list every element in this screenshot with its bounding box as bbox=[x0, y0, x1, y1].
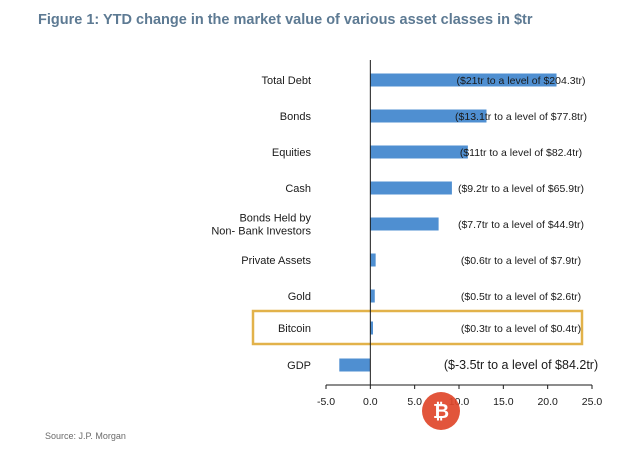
category-label: Gold bbox=[288, 291, 311, 303]
data-label: ($21tr to a level of $204.3tr) bbox=[457, 75, 586, 87]
bar bbox=[370, 289, 375, 303]
category-label: Private Assets bbox=[241, 255, 311, 267]
bar bbox=[370, 253, 376, 267]
source-note: Source: J.P. Morgan bbox=[45, 431, 126, 441]
x-tick-label: 15.0 bbox=[493, 396, 514, 408]
data-label: ($11tr to a level of $82.4tr) bbox=[460, 147, 582, 159]
bar bbox=[370, 217, 439, 231]
data-label: ($0.6tr to a level of $7.9tr) bbox=[461, 255, 581, 267]
category-label: Bonds bbox=[280, 111, 312, 123]
x-tick-label: 20.0 bbox=[537, 396, 558, 408]
category-label: Cash bbox=[285, 183, 311, 195]
bitcoin-highlight-box bbox=[251, 309, 584, 346]
data-label: ($0.3tr to a level of $0.4tr) bbox=[461, 323, 581, 335]
data-label: ($7.7tr to a level of $44.9tr) bbox=[458, 219, 584, 231]
bar bbox=[370, 109, 487, 123]
x-tick-label: -5.0 bbox=[317, 396, 335, 408]
bar bbox=[370, 321, 373, 335]
data-label: ($0.5tr to a level of $2.6tr) bbox=[461, 291, 581, 303]
labels-layer: Total Debt ($21tr to a level of $204.3tr)… bbox=[211, 75, 598, 372]
data-label: ($-3.5tr to a level of $84.2tr) bbox=[444, 358, 598, 372]
chart-title: Figure 1: YTD change in the market value… bbox=[38, 12, 533, 28]
watermark-layer: ₿ bbox=[422, 392, 460, 430]
data-label: ($13.1tr to a level of $77.8tr) bbox=[455, 111, 587, 123]
bar bbox=[370, 73, 557, 87]
x-tick-label: 25.0 bbox=[582, 396, 603, 408]
bar bbox=[370, 145, 468, 159]
bitcoin-glyph: ₿ bbox=[433, 399, 449, 423]
category-label: Bonds Held by Non- Bank Investors bbox=[211, 213, 311, 238]
highlight-layer bbox=[251, 309, 584, 346]
category-label: Total Debt bbox=[261, 75, 311, 87]
category-label: Equities bbox=[272, 147, 312, 159]
bitcoin-logo-icon bbox=[422, 392, 460, 430]
x-tick-label: 0.0 bbox=[363, 396, 378, 408]
category-label: GDP bbox=[287, 360, 311, 372]
x-tick-label: 5.0 bbox=[407, 396, 422, 408]
bars-layer bbox=[339, 73, 557, 372]
data-label: ($9.2tr to a level of $65.9tr) bbox=[458, 183, 584, 195]
bar bbox=[339, 358, 371, 372]
bar bbox=[370, 181, 452, 195]
category-label: Bitcoin bbox=[278, 323, 311, 335]
x-axis: -5.0 0.0 5.0 10.0 15.0 20.0 25.0 bbox=[317, 60, 602, 408]
